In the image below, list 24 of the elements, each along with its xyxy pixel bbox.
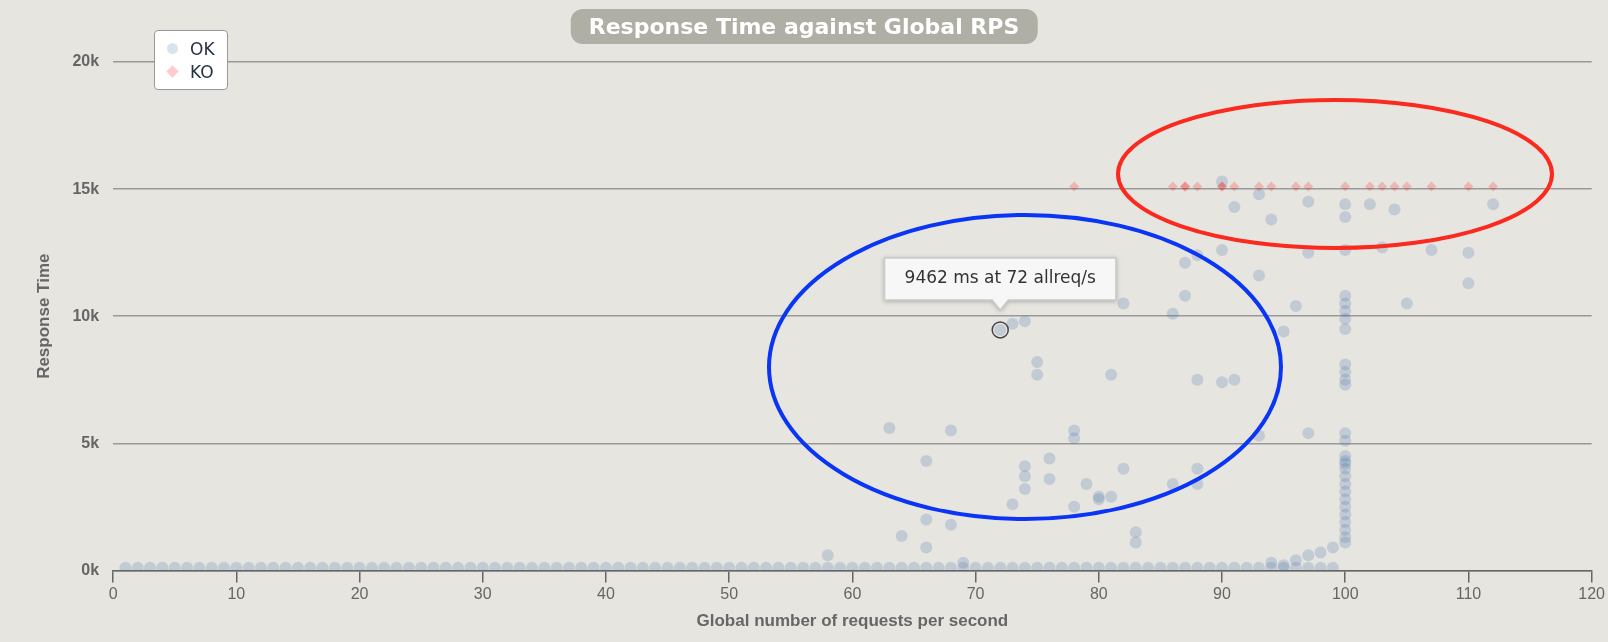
x-tick-label: 10	[227, 585, 246, 603]
y-tick-label: 0k	[81, 560, 100, 578]
legend-label: OK	[190, 38, 215, 59]
y-tick-label: 10k	[72, 306, 100, 324]
x-tick-label: 110	[1455, 585, 1482, 603]
x-tick-label: 40	[597, 585, 615, 603]
legend-label: KO	[190, 61, 214, 82]
x-tick-label: 120	[1578, 585, 1606, 603]
y-axis-title: Response Time	[33, 253, 53, 379]
y-tick-label: 5k	[81, 433, 100, 451]
x-tick-label: 30	[473, 585, 492, 603]
x-tick-label: 20	[350, 585, 369, 603]
y-tick-label: 15k	[72, 179, 100, 197]
x-tick-label: 90	[1213, 585, 1232, 603]
y-tick-label: 20k	[72, 52, 100, 70]
chart-title: Response Time against Global RPS	[570, 9, 1038, 44]
x-axis-title: Global number of requests per second	[696, 611, 1009, 631]
x-tick-label: 70	[966, 585, 985, 603]
x-tick-label: 50	[720, 585, 739, 603]
x-tick-label: 60	[843, 585, 862, 603]
x-tick-label: 0	[108, 585, 118, 603]
x-tick-label: 80	[1089, 585, 1108, 603]
annotation: 9462 ms at 72 allreq/s	[904, 267, 1097, 288]
x-tick-label: 100	[1331, 585, 1359, 603]
